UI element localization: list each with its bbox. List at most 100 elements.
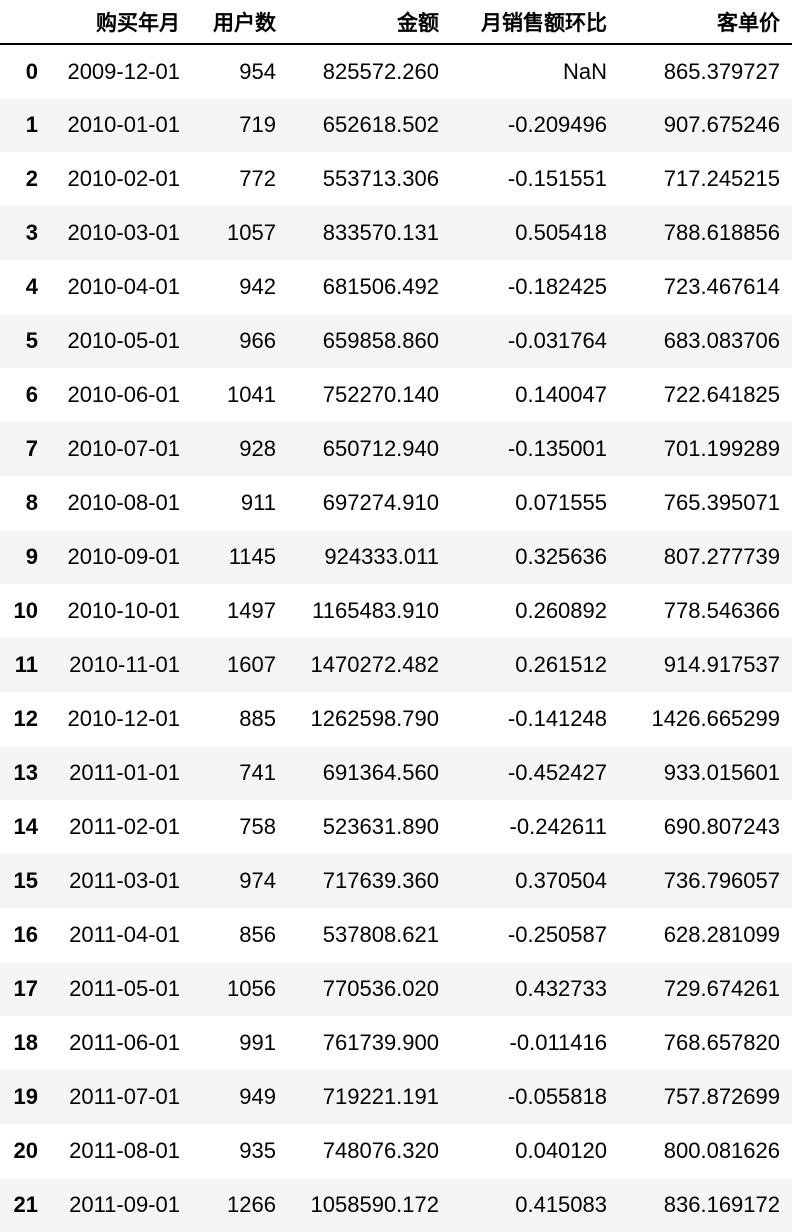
row-index: 18 (13, 1030, 38, 1055)
cell-purchase-month: 2010-03-01 (67, 220, 180, 245)
table-row: 18 2011-06-01 991 761739.900 -0.011416 768.65… (0, 1016, 792, 1070)
cell-amount: 748076.320 (322, 1138, 439, 1163)
table-row: 20 2011-08-01 935 748076.320 0.040120 800.081… (0, 1124, 792, 1178)
cell-purchase-month: 2010-10-01 (67, 598, 180, 623)
row-index: 3 (25, 220, 38, 245)
table-row: 2 2010-02-01 772 553713.306 -0.151551 717.245… (0, 152, 792, 206)
row-index: 0 (25, 58, 38, 84)
cell-avg-order-value: 800.081626 (663, 1138, 780, 1163)
cell-user-count: 719 (239, 112, 276, 137)
cell-avg-order-value: 757.872699 (663, 1084, 780, 1109)
table-header: 购买年月 用户数 金额 月销售额环比 客单价 (0, 0, 792, 45)
cell-amount: 1470272.482 (310, 652, 439, 677)
column-header-monthly-sales-mom: 月销售额环比 (451, 0, 619, 45)
cell-amount: 717639.360 (322, 868, 439, 893)
cell-monthly-sales-mom: 0.261512 (515, 652, 607, 677)
cell-amount: 652618.502 (322, 112, 439, 137)
cell-user-count: 911 (240, 490, 276, 515)
cell-amount: 1262598.790 (310, 706, 439, 731)
cell-purchase-month: 2010-01-01 (67, 112, 180, 137)
cell-monthly-sales-mom: -0.055818 (507, 1084, 607, 1109)
cell-amount: 691364.560 (322, 760, 439, 785)
cell-user-count: 991 (239, 1030, 276, 1055)
cell-user-count: 885 (239, 706, 276, 731)
cell-avg-order-value: 683.083706 (663, 328, 780, 353)
cell-avg-order-value: 933.015601 (663, 760, 780, 785)
row-index: 19 (13, 1084, 38, 1109)
cell-avg-order-value: 722.641825 (663, 382, 780, 407)
cell-user-count: 949 (239, 1084, 276, 1109)
table-row: 7 2010-07-01 928 650712.940 -0.135001 701.199… (0, 422, 792, 476)
cell-avg-order-value: 865.379727 (663, 58, 780, 84)
cell-avg-order-value: 717.245215 (663, 166, 780, 191)
table-row: 6 2010-06-01 1041 752270.140 0.140047 722.641… (0, 368, 792, 422)
cell-monthly-sales-mom: -0.141248 (507, 706, 607, 731)
table-row: 21 2011-09-01 1266 1058590.172 0.415083 836.1… (0, 1178, 792, 1232)
cell-amount: 761739.900 (322, 1030, 439, 1055)
cell-avg-order-value: 765.395071 (663, 490, 780, 515)
cell-user-count: 741 (239, 760, 276, 785)
cell-monthly-sales-mom: -0.182425 (507, 274, 607, 299)
cell-user-count: 954 (239, 58, 276, 84)
table-row: 17 2011-05-01 1056 770536.020 0.432733 729.67… (0, 962, 792, 1016)
cell-monthly-sales-mom: -0.135001 (507, 436, 607, 461)
cell-amount: 537808.621 (322, 922, 439, 947)
cell-avg-order-value: 1426.665299 (651, 706, 780, 731)
cell-purchase-month: 2010-04-01 (67, 274, 180, 299)
row-index: 14 (13, 814, 38, 839)
cell-avg-order-value: 914.917537 (663, 652, 780, 677)
cell-monthly-sales-mom: -0.151551 (507, 166, 607, 191)
cell-user-count: 974 (239, 868, 276, 893)
cell-avg-order-value: 768.657820 (663, 1030, 780, 1055)
table-row: 8 2010-08-01 911 697274.910 0.071555 765.3950… (0, 476, 792, 530)
cell-avg-order-value: 729.674261 (663, 976, 780, 1001)
cell-amount: 833570.131 (322, 220, 439, 245)
cell-avg-order-value: 907.675246 (663, 112, 780, 137)
cell-monthly-sales-mom: -0.011416 (509, 1030, 607, 1055)
cell-user-count: 966 (239, 328, 276, 353)
cell-monthly-sales-mom: 0.370504 (515, 868, 607, 893)
cell-purchase-month: 2011-03-01 (69, 868, 180, 893)
cell-monthly-sales-mom: -0.209496 (507, 112, 607, 137)
row-index: 8 (25, 490, 38, 515)
cell-user-count: 1145 (228, 544, 276, 569)
row-index: 13 (13, 760, 38, 785)
cell-monthly-sales-mom: -0.250587 (507, 922, 607, 947)
cell-monthly-sales-mom: NaN (562, 58, 607, 84)
row-index: 4 (25, 274, 38, 299)
cell-amount: 752270.140 (322, 382, 439, 407)
row-index: 20 (13, 1138, 38, 1163)
cell-user-count: 1266 (227, 1192, 276, 1217)
cell-purchase-month: 2011-08-01 (69, 1138, 180, 1163)
cell-user-count: 942 (239, 274, 276, 299)
cell-monthly-sales-mom: 0.140047 (515, 382, 607, 407)
cell-purchase-month: 2010-12-01 (67, 706, 180, 731)
cell-avg-order-value: 723.467614 (663, 274, 780, 299)
cell-avg-order-value: 701.199289 (663, 436, 780, 461)
column-header-purchase-month: 购买年月 (44, 0, 192, 45)
cell-amount: 825572.260 (322, 58, 439, 84)
cell-avg-order-value: 807.277739 (663, 544, 780, 569)
column-header-user-count: 用户数 (192, 0, 288, 45)
cell-purchase-month: 2009-12-01 (67, 58, 180, 84)
cell-amount: 697274.910 (322, 490, 439, 515)
cell-purchase-month: 2011-02-01 (69, 814, 180, 839)
cell-amount: 1058590.172 (310, 1192, 439, 1217)
cell-amount: 770536.020 (322, 976, 439, 1001)
cell-monthly-sales-mom: 0.432733 (515, 976, 607, 1001)
cell-user-count: 1041 (227, 382, 276, 407)
cell-purchase-month: 2010-11-01 (69, 652, 180, 677)
cell-purchase-month: 2010-07-01 (67, 436, 180, 461)
cell-avg-order-value: 788.618856 (663, 220, 780, 245)
cell-monthly-sales-mom: 0.505418 (515, 220, 607, 245)
row-index: 21 (13, 1192, 38, 1217)
cell-avg-order-value: 736.796057 (663, 868, 780, 893)
row-index: 5 (25, 328, 38, 353)
row-index: 6 (25, 382, 38, 407)
header-row: 购买年月 用户数 金额 月销售额环比 客单价 (0, 0, 792, 45)
cell-purchase-month: 2011-09-01 (69, 1192, 180, 1217)
row-index: 12 (13, 706, 38, 731)
cell-monthly-sales-mom: -0.452427 (507, 760, 607, 785)
cell-user-count: 758 (239, 814, 276, 839)
